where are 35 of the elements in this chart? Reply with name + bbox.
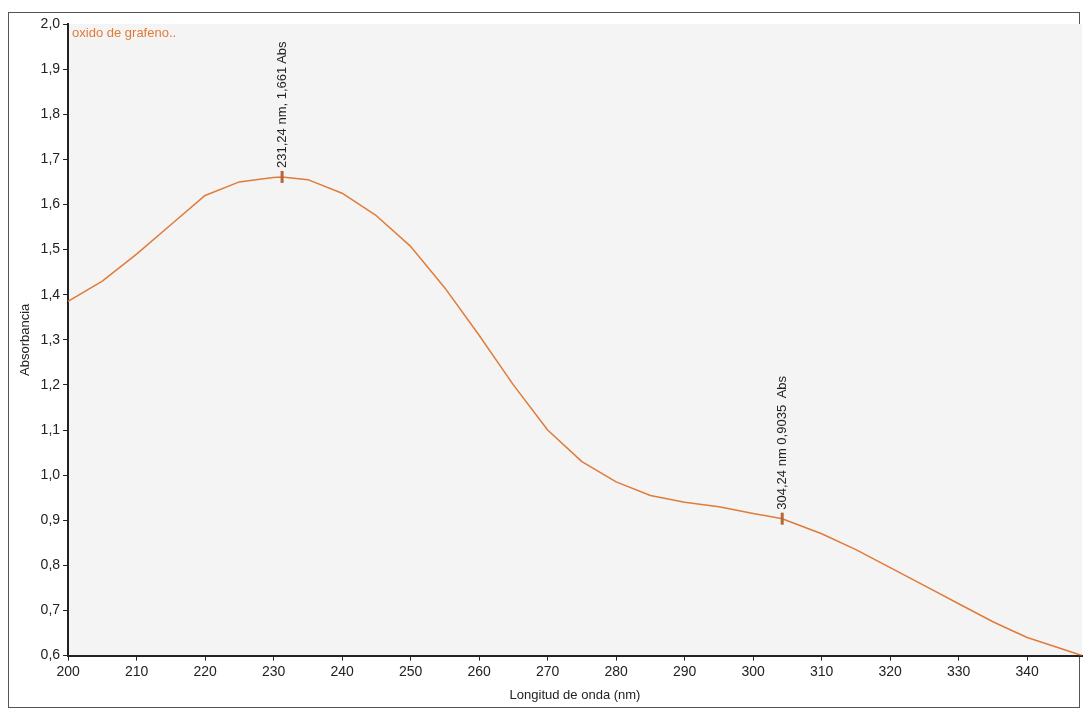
x-tick-label: 210	[124, 662, 149, 679]
x-tick-label: 220	[193, 662, 217, 679]
y-tick-label: 0,9	[40, 511, 61, 528]
x-tick-label: 330	[947, 662, 971, 679]
y-tick-label: 0,7	[40, 601, 61, 618]
y-tick-label: 1,7	[40, 150, 61, 167]
y-tick-label: 2,0	[40, 14, 61, 31]
annotation: 231,24 nm, 1,661 Abs	[273, 40, 289, 168]
x-tick-label: 290	[672, 662, 697, 679]
annotation: 304,24 nm 0,9035 Abs	[773, 375, 789, 510]
x-tick-label: 280	[604, 662, 629, 679]
y-tick-label: 1,2	[40, 375, 61, 392]
y-axis-title: Absorbancia	[17, 302, 33, 376]
y-tick-label: 0,8	[40, 556, 61, 573]
x-tick-label: 240	[330, 662, 354, 679]
y-tick-label: 1,3	[40, 330, 61, 347]
y-tick-label: 1,4	[40, 285, 61, 302]
x-tick-label: 270	[535, 662, 560, 679]
x-tick-label: 310	[809, 662, 834, 679]
x-tick-label: 250	[398, 662, 423, 679]
y-tick-label: 1,6	[40, 195, 61, 212]
y-tick-label: 1,1	[40, 420, 61, 437]
x-tick-label: 300	[741, 662, 766, 679]
y-tick-label: 0,6	[40, 646, 61, 663]
x-tick-label: 260	[467, 662, 492, 679]
x-tick-label: 200	[56, 662, 80, 679]
x-tick-label: 230	[261, 662, 286, 679]
y-tick-label: 1,0	[40, 466, 61, 482]
y-tick-label: 1,8	[40, 105, 61, 122]
y-tick-label: 1,9	[40, 59, 61, 76]
x-axis-title: Longitud de onda (nm)	[509, 686, 641, 702]
y-tick-label: 1,5	[40, 240, 61, 257]
text: oxido de grafeno..	[72, 25, 177, 41]
x-tick-label: 340	[1015, 662, 1040, 679]
x-tick-label: 320	[878, 662, 903, 679]
